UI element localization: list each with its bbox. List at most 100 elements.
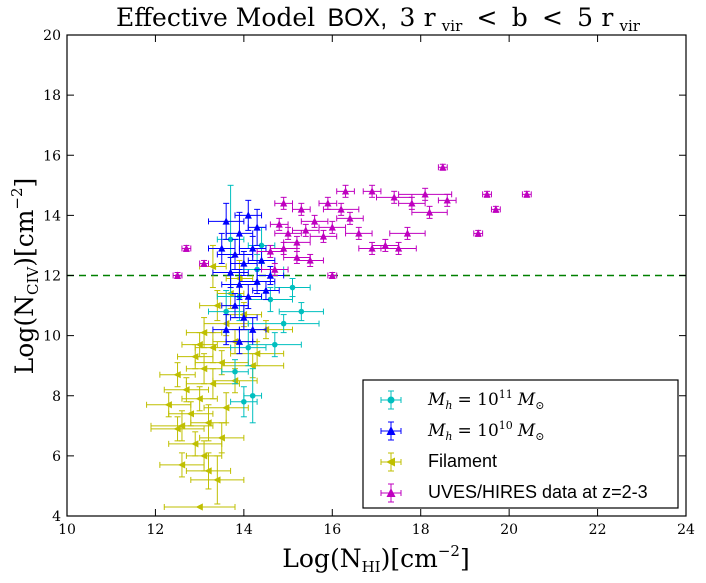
point-marker bbox=[249, 244, 257, 252]
point-marker bbox=[425, 208, 434, 216]
point-marker bbox=[204, 419, 212, 427]
point-marker bbox=[195, 341, 203, 349]
point-marker bbox=[355, 229, 363, 237]
point-marker bbox=[213, 476, 221, 484]
x-axis-label: Log(NHI)[cm−2] bbox=[282, 542, 469, 576]
data-point bbox=[247, 208, 267, 246]
point-marker bbox=[235, 229, 244, 237]
point-marker bbox=[272, 341, 278, 348]
data-point bbox=[291, 223, 320, 237]
point-marker bbox=[386, 426, 396, 435]
point-marker bbox=[328, 271, 336, 279]
point-marker bbox=[523, 190, 531, 198]
point-marker bbox=[235, 337, 244, 345]
data-point bbox=[221, 359, 249, 385]
point-marker bbox=[266, 271, 274, 279]
point-marker bbox=[368, 244, 376, 252]
point-marker bbox=[186, 410, 194, 418]
point-marker bbox=[474, 229, 482, 237]
data-point bbox=[185, 452, 232, 490]
point-marker bbox=[289, 284, 296, 291]
point-marker bbox=[223, 308, 229, 315]
point-marker bbox=[302, 226, 310, 234]
point-marker bbox=[439, 163, 447, 171]
point-marker bbox=[208, 380, 217, 388]
point-marker bbox=[222, 404, 230, 412]
point-marker bbox=[297, 205, 305, 213]
data-point bbox=[274, 278, 311, 298]
point-marker bbox=[200, 365, 208, 373]
point-marker bbox=[284, 229, 292, 237]
data-point bbox=[181, 332, 218, 358]
x-tick-label: 12 bbox=[147, 522, 165, 538]
data-point bbox=[146, 392, 192, 418]
point-marker bbox=[443, 196, 451, 204]
data-point bbox=[521, 190, 532, 198]
point-marker bbox=[386, 488, 396, 497]
legend-entry-blue: Mh = 1010 M⊙ bbox=[380, 419, 544, 443]
point-marker bbox=[232, 368, 238, 375]
data-point bbox=[150, 410, 214, 442]
point-marker bbox=[204, 467, 212, 475]
point-marker bbox=[195, 395, 203, 403]
data-point bbox=[274, 196, 293, 210]
point-marker bbox=[267, 296, 274, 303]
point-marker bbox=[319, 232, 328, 240]
data-point bbox=[345, 226, 373, 240]
data-point bbox=[225, 329, 254, 355]
point-marker bbox=[240, 259, 248, 267]
data-point bbox=[150, 416, 205, 442]
point-marker bbox=[177, 422, 186, 430]
data-point bbox=[172, 271, 183, 280]
point-marker bbox=[293, 238, 301, 246]
legend-swatch-olive bbox=[380, 452, 402, 472]
point-marker bbox=[386, 457, 395, 467]
data-point bbox=[203, 392, 249, 424]
point-marker bbox=[222, 325, 230, 333]
point-marker bbox=[177, 461, 186, 469]
data-point bbox=[278, 302, 324, 322]
point-marker bbox=[248, 362, 256, 370]
data-point bbox=[207, 232, 236, 264]
point-marker bbox=[249, 325, 257, 333]
data-point bbox=[238, 317, 267, 343]
plot-frame bbox=[66, 34, 687, 517]
data-point bbox=[437, 193, 457, 207]
data-point bbox=[362, 184, 382, 198]
data-point bbox=[159, 362, 196, 388]
legend-label-cyan: Mh = 1011 M⊙ bbox=[427, 388, 544, 412]
point-marker bbox=[280, 244, 288, 252]
data-point bbox=[318, 220, 347, 234]
point-marker bbox=[337, 205, 345, 213]
point-marker bbox=[328, 223, 336, 231]
y-tick-label: 8 bbox=[52, 389, 61, 405]
legend-swatch-blue bbox=[380, 421, 402, 441]
data-point bbox=[318, 196, 338, 210]
data-point bbox=[358, 241, 386, 255]
point-marker bbox=[262, 286, 270, 294]
point-marker bbox=[253, 223, 261, 231]
legend-box bbox=[362, 379, 679, 509]
point-marker bbox=[275, 220, 283, 228]
data-marks bbox=[146, 163, 532, 511]
point-marker bbox=[403, 229, 412, 237]
point-marker bbox=[257, 256, 266, 264]
legend-entry-cyan: Mh = 1011 M⊙ bbox=[380, 388, 544, 412]
y-tick-label: 14 bbox=[43, 208, 61, 224]
point-marker bbox=[217, 359, 225, 367]
point-marker bbox=[390, 193, 398, 201]
point-marker bbox=[253, 277, 261, 285]
data-point bbox=[199, 259, 209, 267]
point-marker bbox=[298, 308, 305, 315]
y-tick-label: 18 bbox=[43, 88, 61, 104]
legend-label-olive: Filament bbox=[428, 451, 497, 471]
data-point bbox=[371, 238, 400, 252]
y-tick-label: 20 bbox=[43, 28, 61, 44]
point-marker bbox=[387, 396, 395, 404]
data-point bbox=[261, 262, 289, 276]
data-point bbox=[181, 386, 218, 412]
data-point bbox=[230, 329, 267, 367]
x-tick-label: 22 bbox=[589, 522, 607, 538]
legend-label-magenta: UVES/HIRES data at z=2-3 bbox=[428, 482, 648, 502]
data-point bbox=[300, 214, 329, 228]
